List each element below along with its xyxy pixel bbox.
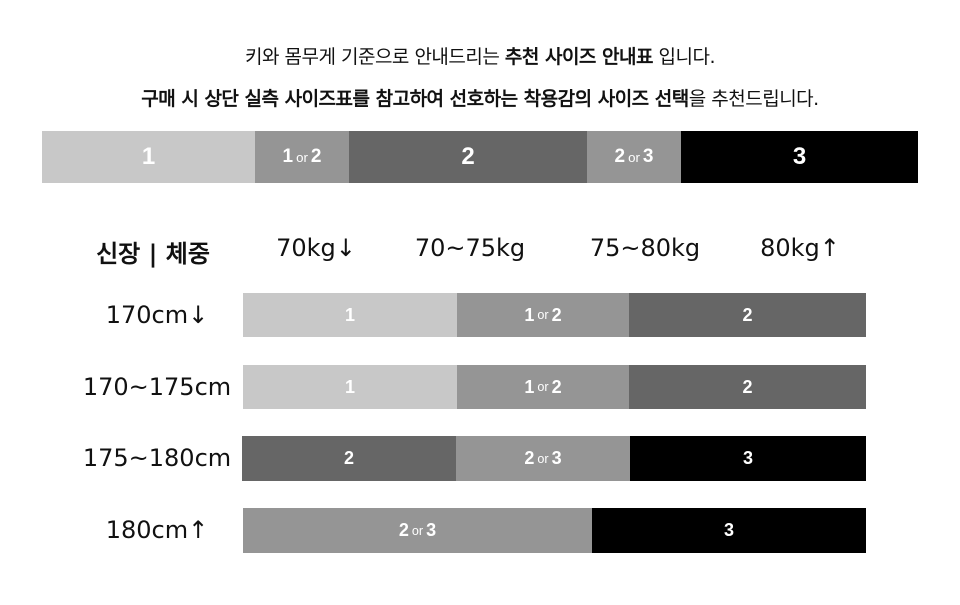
size-label: 2 — [461, 143, 475, 170]
cell-size-2: 2 — [242, 436, 456, 481]
size-label: 2 — [398, 520, 409, 540]
size-label: 3 — [723, 520, 734, 540]
size-label: 2 — [310, 146, 322, 167]
intro-text: 키와 몸무게 기준으로 안내드리는 — [245, 46, 505, 68]
cell-size-2: 2 — [629, 365, 866, 409]
size-label: 3 — [792, 143, 807, 170]
row-label: 170~175cm — [82, 373, 232, 401]
row-label: 170cm↓ — [105, 301, 209, 329]
cell-size-1-or-2: 1 or 2 — [457, 365, 629, 409]
or-label: or — [537, 308, 549, 322]
or-label: or — [411, 523, 424, 538]
cell-size-1: 1 — [243, 293, 457, 337]
legend-size-3: 3 — [681, 131, 918, 183]
size-legend-bar: 1 1 or 2 2 2 or 3 3 — [42, 131, 918, 183]
or-label: or — [296, 149, 308, 165]
intro-text: 을 추천드립니다. — [688, 88, 819, 110]
table-row: 2 or 3 3 — [243, 508, 866, 553]
intro-bold: 구매 시 상단 실측 사이즈표를 참고하여 선호하는 착용감의 사이즈 선택 — [141, 88, 689, 110]
size-label: 2 — [524, 448, 535, 468]
intro-bold: 추천 사이즈 안내표 — [504, 46, 654, 68]
size-label: 3 — [426, 520, 437, 540]
size-label: 2 — [551, 376, 562, 397]
cell-size-2-or-3: 2 or 3 — [243, 508, 592, 553]
row-label: 180cm↑ — [105, 516, 209, 544]
size-label: 3 — [742, 448, 753, 468]
intro-line-2: 구매 시 상단 실측 사이즈표를 참고하여 선호하는 착용감의 사이즈 선택을 … — [0, 84, 960, 111]
size-label: 2 — [742, 304, 753, 325]
legend-size-2-or-3: 2 or 3 — [587, 131, 681, 183]
size-label: 1 — [344, 304, 355, 325]
header-corner: 신장 | 체중 — [96, 240, 210, 268]
legend-size-2: 2 — [349, 131, 587, 183]
table-row: 2 2 or 3 3 — [242, 436, 866, 481]
cell-size-3: 3 — [592, 508, 866, 553]
size-label: 2 — [343, 448, 354, 468]
size-label: 1 — [282, 146, 294, 167]
intro-line-1: 키와 몸무게 기준으로 안내드리는 추천 사이즈 안내표 입니다. — [0, 42, 960, 69]
or-label: or — [628, 149, 640, 165]
size-label: 2 — [742, 376, 753, 397]
table-row: 1 1 or 2 2 — [243, 293, 866, 337]
cell-size-2-or-3: 2 or 3 — [456, 436, 630, 481]
or-label: or — [537, 380, 549, 394]
size-label: 1 — [524, 376, 535, 397]
size-label: 1 — [141, 143, 156, 170]
size-label: 3 — [551, 448, 562, 468]
size-label: 1 — [524, 304, 535, 325]
cell-size-2: 2 — [629, 293, 866, 337]
cell-size-1-or-2: 1 or 2 — [457, 293, 629, 337]
size-label: 2 — [614, 146, 626, 167]
intro-text: 입니다. — [652, 46, 716, 68]
cell-size-3: 3 — [630, 436, 866, 481]
legend-size-1: 1 — [42, 131, 255, 183]
header-weight-col: 70kg↓ — [276, 234, 356, 262]
table-row: 1 1 or 2 2 — [243, 365, 866, 409]
size-label: 2 — [551, 304, 562, 325]
or-label: or — [537, 451, 549, 466]
row-label: 175~180cm — [82, 444, 232, 472]
header-weight-col: 80kg↑ — [760, 234, 840, 262]
legend-size-1-or-2: 1 or 2 — [255, 131, 349, 183]
cell-size-1: 1 — [243, 365, 457, 409]
header-weight-col: 75~80kg — [589, 234, 701, 262]
header-weight-col: 70~75kg — [414, 234, 526, 262]
size-label: 3 — [642, 146, 654, 167]
size-label: 1 — [344, 376, 355, 397]
